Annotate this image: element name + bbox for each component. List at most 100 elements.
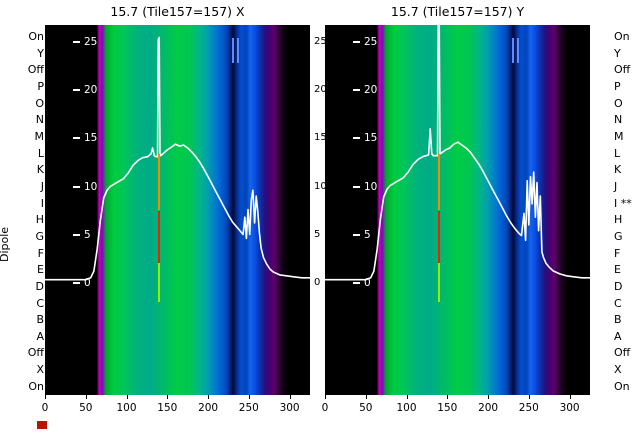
x-tickmark — [528, 395, 530, 399]
x-tickmark — [126, 395, 128, 399]
x-tick-0: 0 — [41, 402, 49, 414]
cal-line-orange — [158, 153, 161, 211]
dipole-label: K — [614, 163, 622, 177]
y-tick-10: 10 — [353, 181, 377, 193]
overlay-lines-y — [325, 25, 590, 395]
y-tickmark — [73, 233, 80, 236]
x-tickmark — [569, 395, 571, 399]
y-tick-label: 25 — [364, 36, 378, 49]
plot-title-y: 15.7 (Tile157=157) Y — [390, 4, 525, 19]
dipole-label: J — [40, 179, 44, 193]
y-tickmark — [73, 281, 80, 284]
x-tickmark — [289, 395, 291, 399]
dipole-axis-title: Dipole — [0, 226, 11, 262]
dipole-label: F — [37, 246, 44, 260]
dipole-labels-right: On Y Off P O N M L K J I ** H G F E D C B A Off X On — [614, 31, 640, 393]
x-tick-150: 150 — [437, 402, 458, 414]
x-tickmark — [248, 395, 250, 399]
dipole-label: C — [614, 296, 622, 310]
y-tick-label: 20 — [364, 84, 378, 97]
dipole-label: H — [35, 213, 44, 227]
dipole-label: On — [614, 30, 630, 43]
y-tick-label: 10 — [84, 180, 98, 193]
dipole-label: On — [28, 379, 44, 393]
x-tickmark — [488, 395, 490, 399]
y-tick-20: 20 — [73, 84, 97, 96]
dipole-label: H — [614, 213, 623, 227]
x-tick-200: 200 — [478, 402, 499, 414]
dipole-label: P — [614, 79, 621, 93]
x-tick-100: 100 — [116, 402, 137, 414]
y-ticks-y: 25 20 15 10 5 0 — [325, 25, 590, 395]
dipole-label: X — [36, 363, 44, 377]
dipole-label: K — [36, 163, 44, 177]
dipole-label: Off — [614, 346, 631, 360]
dipole-label: Y — [614, 46, 621, 60]
overlay-lines-x — [45, 25, 310, 395]
x-tickmark — [365, 395, 367, 399]
dipole-label: E — [614, 263, 621, 277]
y-tick-right-10: 10 — [314, 180, 327, 192]
dipole-label: A — [36, 329, 44, 343]
heatmap-x: 25 20 15 10 5 0 — [45, 25, 310, 395]
x-tick-250: 250 — [238, 402, 259, 414]
y-tick-label: 15 — [364, 132, 378, 145]
x-tickmark — [85, 395, 87, 399]
dipole-label: F — [614, 246, 621, 260]
power-trace-x — [45, 36, 310, 281]
y-tick-right-15: 15 — [314, 132, 327, 144]
y-tickmark — [353, 41, 360, 44]
y-tickmark — [353, 137, 360, 140]
plot-title-x: 15.7 (Tile157=157) X — [110, 4, 245, 19]
power-trace-y — [325, 25, 590, 281]
dipole-label: P — [37, 79, 44, 93]
y-tick-10: 10 — [73, 181, 97, 193]
y-tick-label: 5 — [84, 228, 91, 241]
y-tick-15: 15 — [353, 132, 377, 144]
x-tickmark — [406, 395, 408, 399]
x-tickmark — [167, 395, 169, 399]
x-tickmark — [208, 395, 210, 399]
y-tickmark — [73, 89, 80, 92]
y-tick-label: 0 — [364, 276, 371, 289]
y-tick-label: 25 — [84, 36, 98, 49]
y-tick-0: 0 — [73, 277, 91, 289]
rfi-tick-2 — [237, 37, 240, 64]
y-tickmark — [353, 233, 360, 236]
dipole-label: X — [614, 363, 622, 377]
dipole-label: B — [614, 313, 622, 327]
x-tick-150: 150 — [157, 402, 178, 414]
cal-line-orange — [438, 153, 441, 211]
y-tick-right-20: 20 — [314, 84, 327, 96]
dipole-label: M — [614, 129, 624, 143]
y-tick-5: 5 — [73, 229, 91, 241]
x-tick-100: 100 — [396, 402, 417, 414]
dipole-label: On — [28, 30, 44, 43]
dipole-labels-left: On Y Off P O N M L K J I H G F E D C B A Off X On — [20, 31, 44, 393]
x-ticks-y: 0 50 100 150 200 250 300 — [322, 395, 590, 419]
x-tick-300: 300 — [559, 402, 580, 414]
y-tick-right-25: 25 — [314, 36, 327, 48]
x-tick-250: 250 — [518, 402, 539, 414]
dipole-label: N — [614, 113, 623, 127]
dipole-label: D — [35, 279, 44, 293]
x-tick-200: 200 — [198, 402, 219, 414]
x-tick-50: 50 — [79, 402, 93, 414]
y-tickmark — [353, 185, 360, 188]
x-ticks-x: 0 50 100 150 200 250 300 — [41, 395, 310, 419]
dipole-label: Off — [27, 63, 44, 77]
y-ticks-x: 25 20 15 10 5 0 — [45, 25, 310, 395]
dipole-label: N — [35, 113, 44, 127]
plot-y: 15.7 (Tile157=157) Y 25 20 15 10 5 0 0 50 100 15… — [322, 4, 590, 414]
y-tickmark — [353, 281, 360, 284]
plot-x: 15.7 (Tile157=157) X 25 20 15 10 5 0 0 50 100 15… — [42, 4, 327, 414]
heatmap-y: 25 20 15 10 5 0 — [325, 25, 590, 395]
y-tickmark — [73, 185, 80, 188]
x-tick-50: 50 — [359, 402, 373, 414]
dipole-label: J — [614, 179, 618, 193]
x-tickmark — [447, 395, 449, 399]
rfi-tick-2 — [517, 37, 520, 64]
y-tick-label: 10 — [364, 180, 378, 193]
dipole-label: O — [35, 96, 44, 110]
